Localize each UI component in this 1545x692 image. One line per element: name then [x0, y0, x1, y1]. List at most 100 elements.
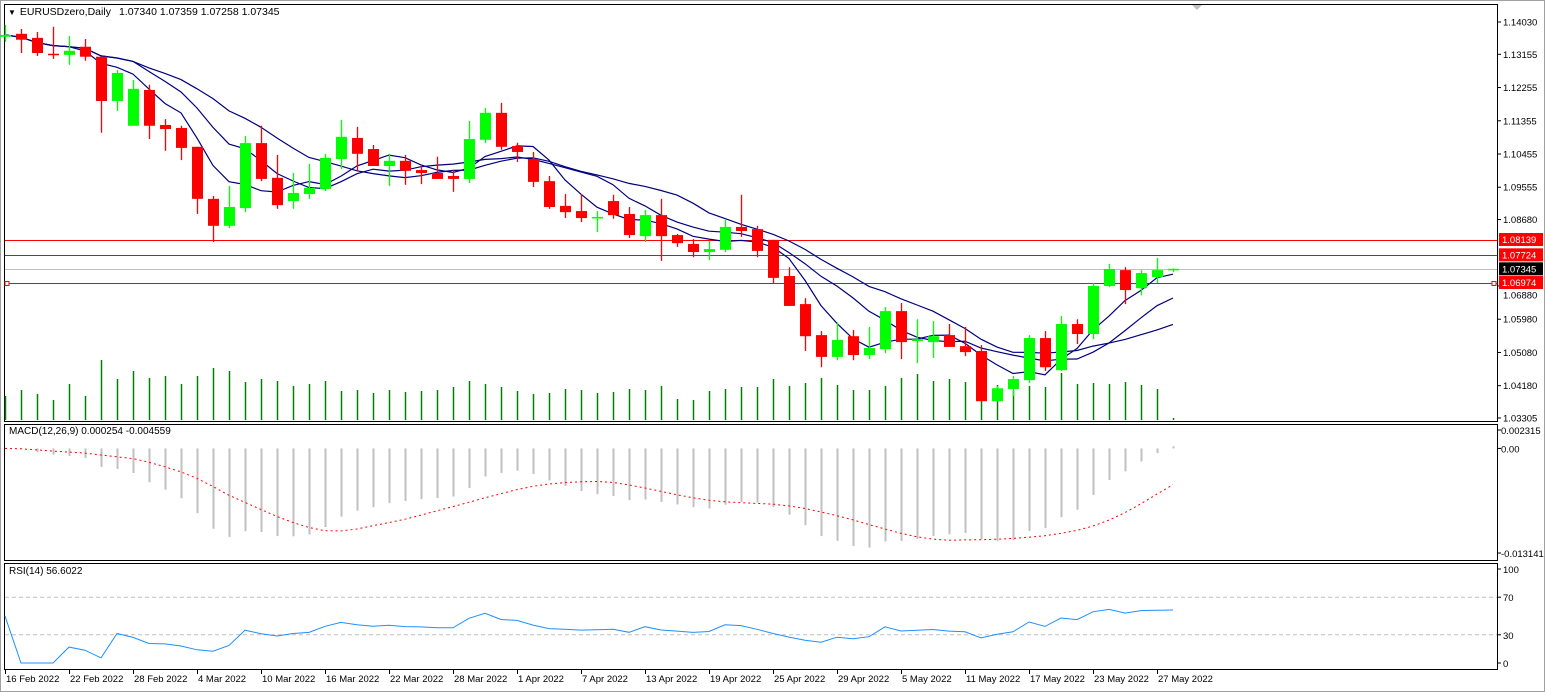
price-level-badges: 1.08139 1.07724 1.07345 1.06974 — [1499, 233, 1543, 290]
line-handle — [1491, 281, 1497, 286]
date-label: 16 Feb 2022 — [6, 674, 59, 685]
price-axis: 1.14030 1.13155 1.12255 1.11355 1.10455 1.095… — [1497, 18, 1537, 425]
price-badge-label: 1.07345 — [1502, 264, 1536, 275]
bearish-candle — [800, 304, 811, 337]
bearish-candle — [608, 201, 619, 216]
macd-indicator: 0.002315 0.00 -0.013141 — [4, 426, 1544, 560]
bullish-candle — [0, 34, 11, 37]
bearish-candle — [1120, 270, 1131, 291]
dropdown-triangle-icon[interactable]: ▼ — [8, 8, 16, 17]
chart-header: ▼ EURUSDzero,Daily 1.07340 1.07359 1.07258… — [8, 6, 280, 18]
date-label: 13 Apr 2022 — [646, 674, 697, 685]
horizontal-lines[interactable] — [4, 240, 1497, 286]
date-label: 28 Mar 2022 — [454, 674, 507, 685]
bearish-candle — [672, 235, 683, 244]
rsi-line — [4, 608, 1174, 664]
bullish-candle — [704, 249, 715, 253]
date-label: 27 May 2022 — [1158, 674, 1213, 685]
bearish-candle — [1072, 324, 1083, 334]
bearish-candle — [752, 229, 763, 251]
macd-pane-border — [4, 424, 1498, 561]
bearish-candle — [560, 205, 571, 213]
bearish-candle — [896, 311, 907, 343]
bearish-candle — [144, 89, 155, 126]
bullish-candle — [304, 187, 315, 195]
bearish-candle — [96, 56, 107, 102]
price-badge-label: 1.08139 — [1502, 235, 1536, 246]
bearish-candle — [352, 137, 363, 154]
bullish-candle — [592, 216, 603, 219]
bearish-candle — [848, 336, 859, 356]
bearish-candle — [528, 158, 539, 182]
bearish-candle — [80, 46, 91, 57]
macd-tick-label: 0.00 — [1501, 444, 1520, 455]
bullish-candle — [992, 388, 1003, 402]
bullish-candle — [880, 311, 891, 350]
bearish-candle — [960, 346, 971, 353]
price-tick-label: 1.12255 — [1503, 83, 1537, 94]
bearish-candle — [368, 149, 379, 166]
chart-shift-marker-icon[interactable] — [1192, 5, 1202, 10]
date-label: 17 May 2022 — [1030, 674, 1085, 685]
rsi-indicator: 100 70 30 0 — [4, 565, 1519, 670]
bearish-candle — [512, 146, 523, 152]
price-tick-label: 1.08680 — [1503, 215, 1537, 226]
rsi-tick-label: 30 — [1503, 631, 1514, 642]
bearish-candle — [736, 226, 747, 231]
bullish-candle — [464, 139, 475, 179]
moving-average-line — [4, 34, 1174, 362]
price-tick-label: 1.03305 — [1503, 414, 1537, 425]
price-badge — [1499, 248, 1543, 262]
macd-tick-label: 0.002315 — [1501, 426, 1541, 437]
bearish-candle — [192, 146, 203, 199]
date-label: 1 Apr 2022 — [518, 674, 564, 685]
date-label: 23 May 2022 — [1094, 674, 1149, 685]
bearish-candle — [976, 350, 987, 402]
bearish-candle — [496, 112, 507, 147]
bullish-candle — [832, 339, 843, 357]
date-label: 16 Mar 2022 — [326, 674, 379, 685]
rsi-label: RSI(14) 56.6022 — [9, 566, 83, 577]
line-handle — [4, 281, 10, 286]
rsi-tick-label: 70 — [1503, 593, 1514, 604]
bullish-candle — [1136, 273, 1147, 289]
date-label: 22 Feb 2022 — [70, 674, 123, 685]
date-label: 5 May 2022 — [902, 674, 952, 685]
price-tick-label: 1.13155 — [1503, 50, 1537, 61]
moving-average-line — [4, 34, 1174, 354]
bullish-candle — [1024, 338, 1035, 381]
bearish-candle — [432, 173, 443, 179]
bullish-candle — [224, 206, 235, 226]
bullish-candle — [1168, 268, 1179, 271]
bullish-candle — [336, 136, 347, 159]
bullish-candle — [1152, 270, 1163, 278]
bullish-candle — [640, 215, 651, 237]
bearish-candle — [16, 33, 27, 40]
bullish-candle — [928, 336, 939, 343]
bearish-candle — [624, 214, 635, 236]
price-tick-label: 1.11355 — [1503, 116, 1537, 127]
date-label: 19 Apr 2022 — [710, 674, 761, 685]
bullish-candle — [288, 192, 299, 202]
macd-tick-label: -0.013141 — [1501, 549, 1544, 560]
bullish-candle — [1008, 379, 1019, 390]
bullish-candle — [1056, 324, 1067, 371]
bearish-candle — [416, 170, 427, 174]
volume-histogram — [4, 360, 1175, 420]
bullish-candle — [864, 348, 875, 356]
bullish-candle — [320, 157, 331, 189]
rsi-tick-label: 100 — [1503, 565, 1519, 576]
bearish-candle — [208, 198, 219, 226]
bearish-candle — [448, 175, 459, 179]
price-tick-label: 1.14030 — [1503, 18, 1537, 29]
date-label: 11 May 2022 — [966, 674, 1020, 685]
price-badge — [1499, 233, 1543, 247]
price-badge-label: 1.07724 — [1502, 250, 1536, 261]
bullish-candle — [240, 143, 251, 209]
bullish-candle — [128, 88, 139, 126]
price-badge — [1499, 276, 1543, 290]
bullish-candle — [1104, 269, 1115, 286]
bullish-candle — [480, 112, 491, 140]
